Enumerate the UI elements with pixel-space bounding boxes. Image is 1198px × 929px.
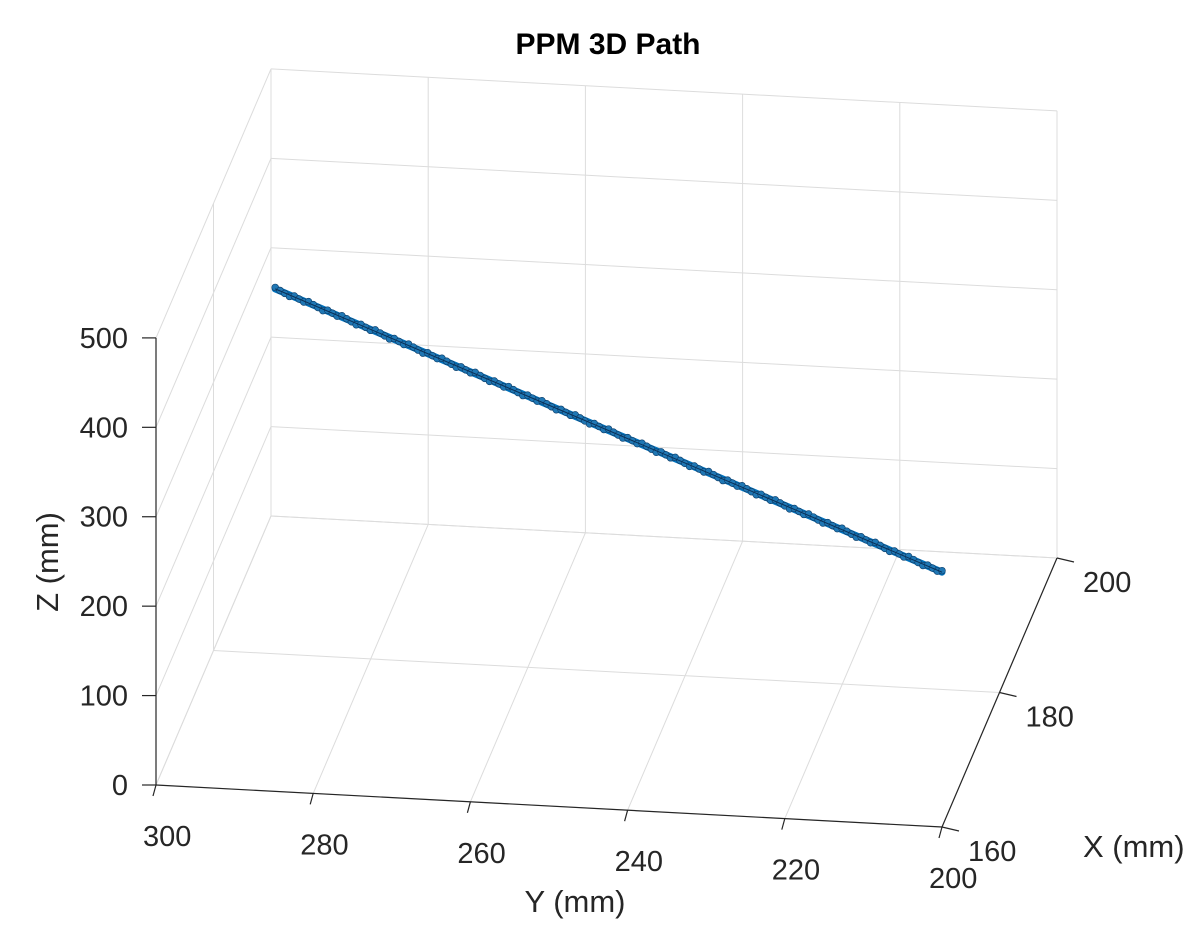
grid	[155, 68, 1058, 828]
x-tick-label: 180	[1026, 702, 1074, 734]
y-tick	[781, 818, 786, 830]
x-tick	[941, 826, 960, 832]
z-tick-label: 500	[80, 323, 128, 355]
left-wall-gridline-z	[155, 515, 272, 786]
series-path-core	[275, 288, 943, 573]
back-wall-gridline-z	[270, 247, 1058, 291]
left-wall-gridline-z	[155, 68, 272, 339]
left-wall-gridline-z	[155, 336, 272, 607]
back-wall-gridline-z	[270, 426, 1058, 470]
left-wall-gridline-z	[155, 247, 272, 517]
y-tick	[466, 801, 471, 813]
back-wall-gridline-z	[270, 157, 1058, 201]
x-axis-label: X (mm)	[1083, 829, 1185, 864]
z-tick-label: 200	[80, 591, 128, 623]
x-tick-label: 200	[1083, 567, 1131, 599]
y-tick-label: 260	[457, 838, 505, 870]
z-axis-label: Z (mm)	[30, 512, 65, 612]
y-axis-label: Y (mm)	[524, 884, 625, 919]
back-wall-gridline-z	[270, 336, 1058, 380]
y-tick	[309, 793, 314, 805]
axes	[155, 337, 1058, 828]
y-axis-line	[155, 784, 943, 828]
back-wall-gridline-z	[270, 68, 1058, 112]
chart-title: PPM 3D Path	[515, 28, 700, 61]
y-tick-label: 200	[929, 863, 977, 895]
y-tick-label: 300	[143, 821, 191, 853]
left-wall-gridline-z	[155, 426, 272, 696]
back-wall-gridline-z	[270, 515, 1058, 559]
y-tick-label: 240	[615, 846, 663, 878]
z-tick-label: 400	[80, 412, 128, 444]
z-tick-label: 300	[80, 502, 128, 534]
y-tick	[624, 810, 629, 822]
series	[271, 283, 946, 576]
x-tick-label: 160	[968, 836, 1016, 868]
x-tick	[999, 691, 1017, 698]
floor-gridline-x	[213, 650, 1000, 693]
x-tick	[1056, 557, 1075, 563]
y-tick-label: 280	[300, 829, 348, 861]
y-tick-label: 220	[772, 855, 820, 887]
ticks: 300 280 260 240 220 2001601802000100200300400…	[80, 323, 1132, 895]
left-wall-gridline-z	[155, 158, 272, 428]
labels: PPM 3D Path Y (mm) X (mm) Z (mm)	[30, 28, 1185, 919]
y-tick	[152, 784, 157, 797]
y-tick	[938, 826, 943, 839]
z-tick-label: 100	[80, 681, 128, 713]
z-tick-label: 0	[112, 770, 128, 802]
